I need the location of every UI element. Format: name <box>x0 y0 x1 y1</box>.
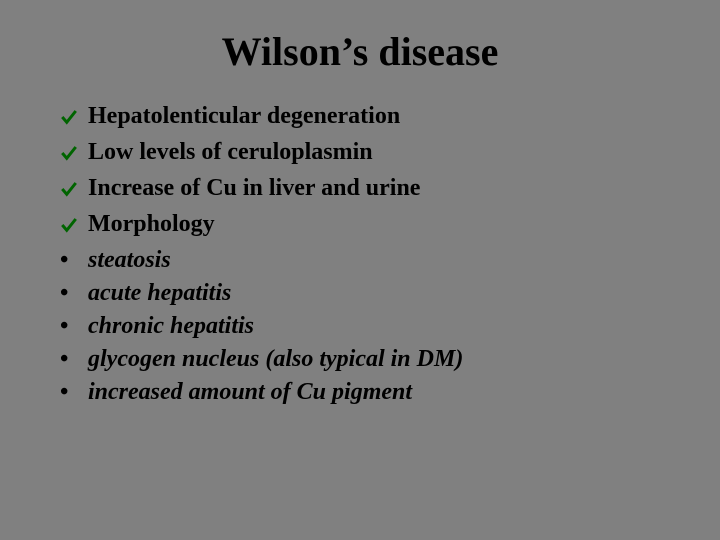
bullet-icon: • <box>60 313 88 340</box>
item-text: increased amount of Cu pigment <box>88 379 412 406</box>
list-item: • steatosis <box>60 247 660 274</box>
bullet-icon: • <box>60 280 88 307</box>
item-text: steatosis <box>88 247 171 274</box>
list-item: • chronic hepatitis <box>60 313 660 340</box>
list-item: Morphology <box>60 211 660 241</box>
list-item: Increase of Cu in liver and urine <box>60 175 660 205</box>
item-text: Increase of Cu in liver and urine <box>88 175 420 202</box>
item-text: glycogen nucleus (also typical in DM) <box>88 346 463 373</box>
list-item: • increased amount of Cu pigment <box>60 379 660 406</box>
bullet-icon: • <box>60 247 88 274</box>
item-text: Hepatolenticular degeneration <box>88 103 400 130</box>
item-text: acute hepatitis <box>88 280 231 307</box>
item-text: chronic hepatitis <box>88 313 254 340</box>
list-item: Low levels of ceruloplasmin <box>60 139 660 169</box>
check-icon <box>60 103 88 133</box>
content-list: Hepatolenticular degeneration Low levels… <box>60 103 660 406</box>
check-icon <box>60 175 88 205</box>
bullet-icon: • <box>60 346 88 373</box>
slide-title: Wilson’s disease <box>60 28 660 75</box>
list-item: • acute hepatitis <box>60 280 660 307</box>
check-icon <box>60 211 88 241</box>
list-item: • glycogen nucleus (also typical in DM) <box>60 346 660 373</box>
item-text: Low levels of ceruloplasmin <box>88 139 373 166</box>
item-text: Morphology <box>88 211 215 238</box>
check-icon <box>60 139 88 169</box>
list-item: Hepatolenticular degeneration <box>60 103 660 133</box>
bullet-icon: • <box>60 379 88 406</box>
slide-container: Wilson’s disease Hepatolenticular degene… <box>0 0 720 540</box>
